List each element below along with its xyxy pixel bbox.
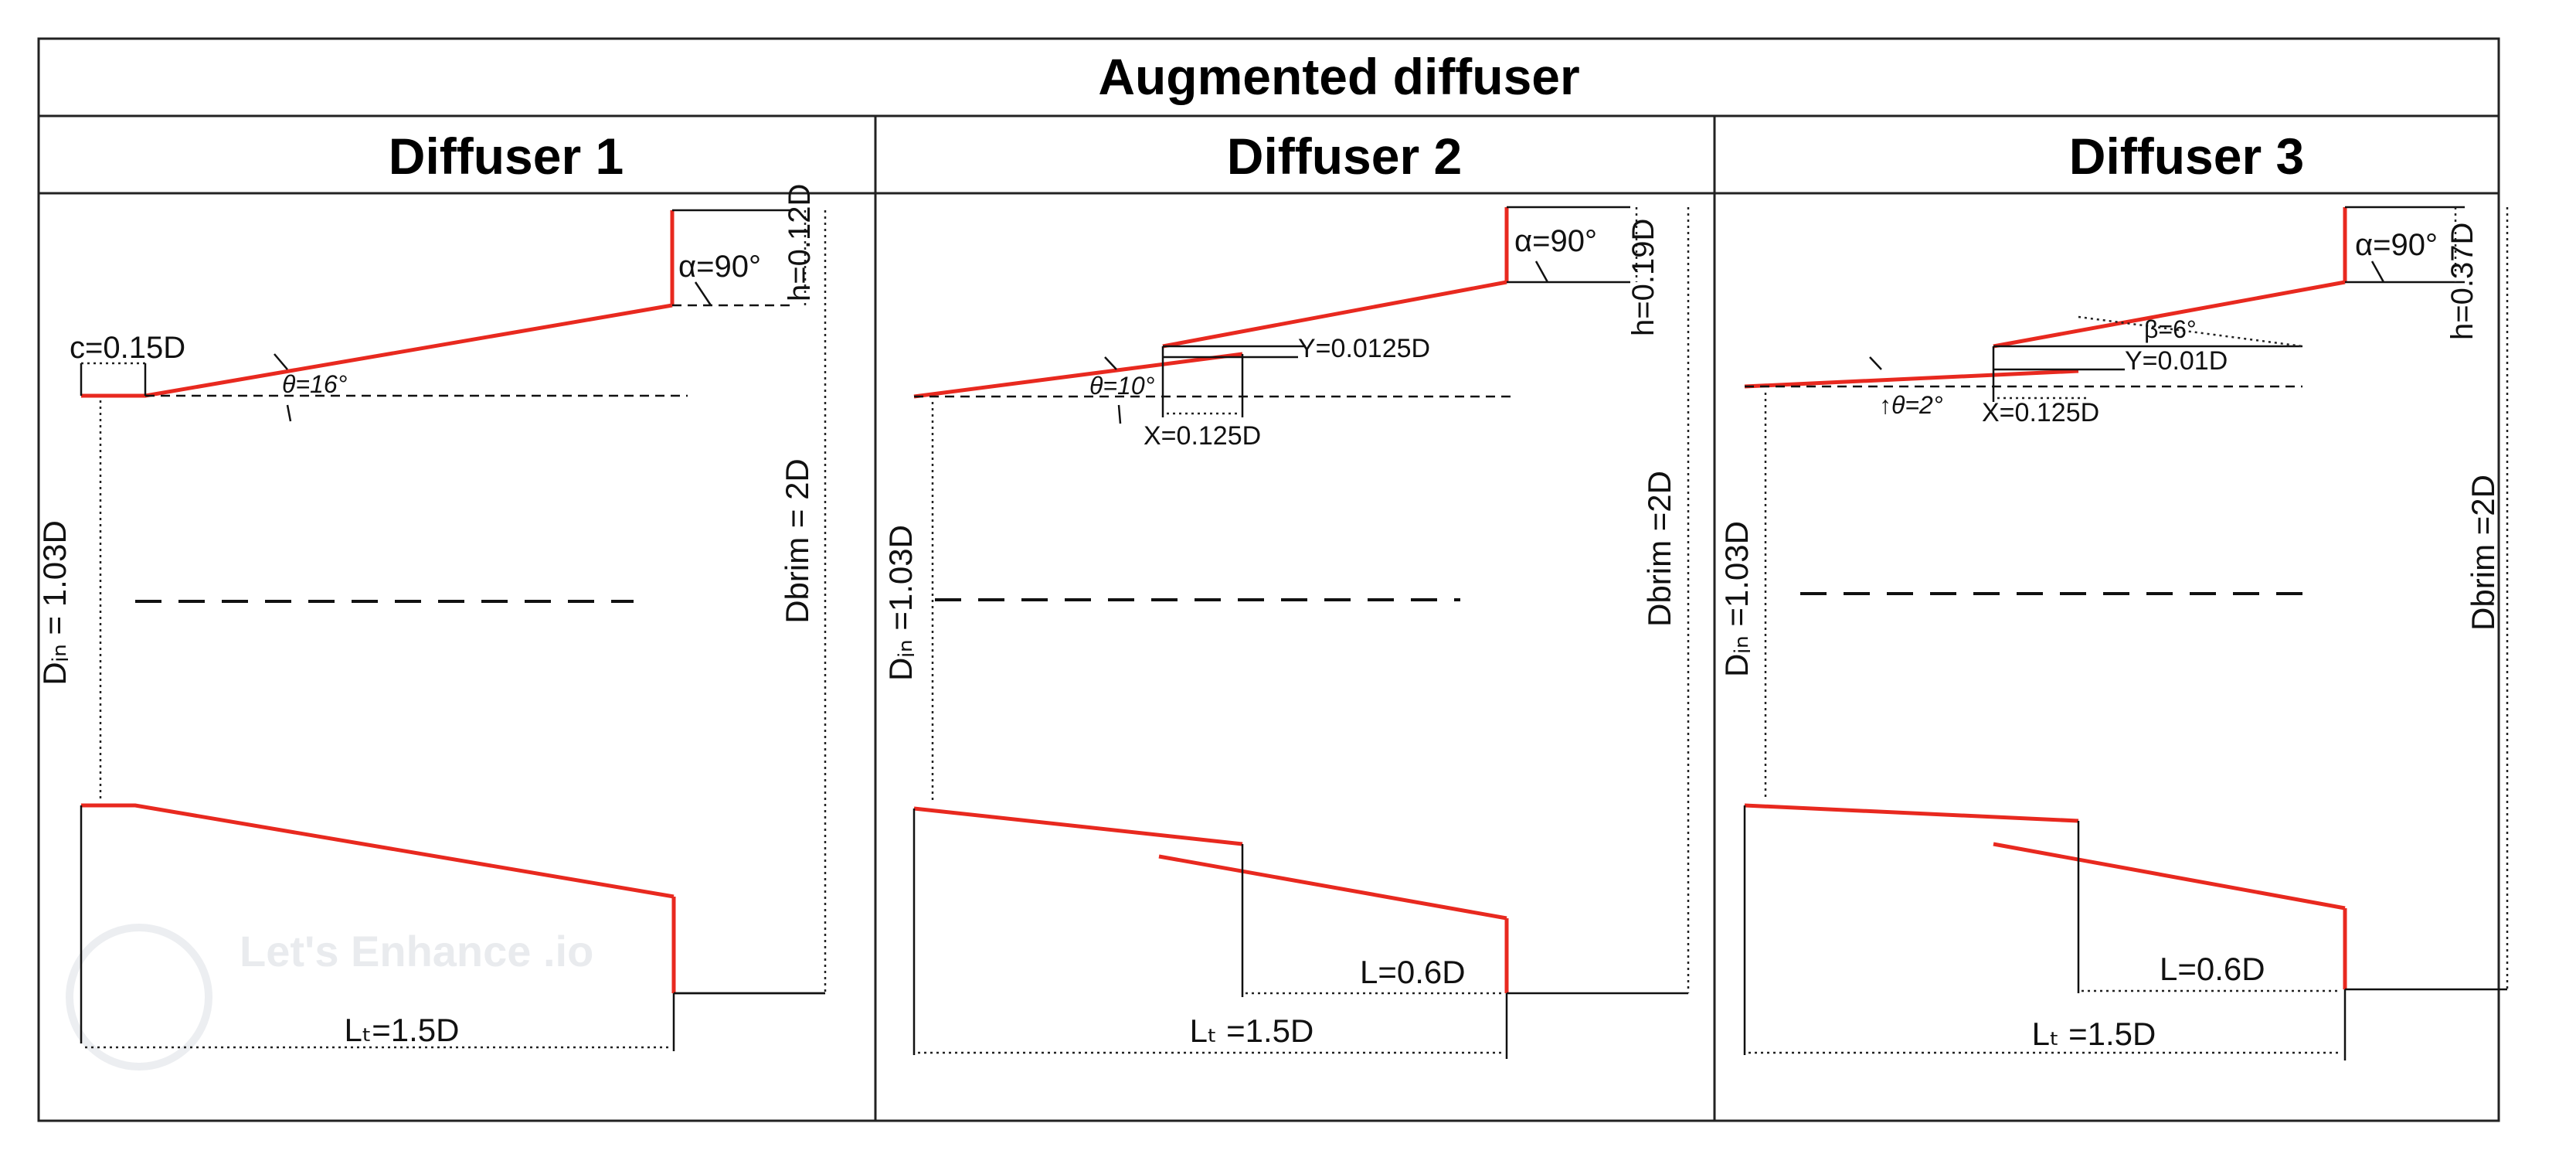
diffuser-2-h-label: h=0.19D xyxy=(1626,219,1660,336)
diffuser-3-upper-wall-2 xyxy=(1993,280,2346,349)
diffuser-2-x-label: X=0.125D xyxy=(1144,421,1261,451)
panel-heading-1: Diffuser 1 xyxy=(389,128,624,185)
diffuser-3-drawing xyxy=(1743,206,2509,1060)
diffuser-3-din-label: Dᵢₙ =1.03D xyxy=(1718,521,1755,677)
table-grid xyxy=(37,37,2500,1122)
diffuser-2-theta-label: θ=10° xyxy=(1089,372,1155,400)
diffuser-3-dbrim-label: Dbrim =2D xyxy=(2465,475,2501,631)
diffuser-1-alpha-label: α=90° xyxy=(678,250,761,284)
panel-heading-3: Diffuser 3 xyxy=(2069,128,2304,185)
diffuser-3-lt-label: Lₜ =1.5D xyxy=(2032,1016,2156,1052)
diffuser-2-y-label: Y=0.0125D xyxy=(1298,334,1430,363)
diffuser-3-alpha-label: α=90° xyxy=(2355,228,2438,262)
diffuser-1-drawing xyxy=(80,209,827,1051)
diffuser-3-lower-wall-1 xyxy=(1744,803,2079,823)
diffuser-1-h-label: h=0.12D xyxy=(783,184,817,301)
diffuser-2-dbrim-label: Dbrim =2D xyxy=(1641,471,1677,627)
diffuser-3-lower-wall-2 xyxy=(1993,842,2346,911)
watermark-logo: Let's Enhance .io xyxy=(66,924,593,1071)
diffuser-1-c-label: c=0.15D xyxy=(70,331,185,365)
diffuser-2-drawing xyxy=(912,206,1690,1059)
diffuser-1-lower-wall xyxy=(81,803,675,899)
diffuser-3-x-label: X=0.125D xyxy=(1982,398,2099,427)
diffuser-1-lt-label: Lₜ=1.5D xyxy=(345,1012,460,1048)
diffuser-3-y-label: Y=0.01D xyxy=(2125,346,2228,376)
diffuser-2-upper-wall-2 xyxy=(1162,280,1507,349)
diffuser-3-h-label: h=0.37D xyxy=(2445,223,2479,340)
diffuser-2-upper-wall-1 xyxy=(913,352,1243,399)
diffuser-2-din-label: Dᵢₙ =1.03D xyxy=(882,525,919,681)
watermark-text: Let's Enhance .io xyxy=(240,927,593,975)
diffuser-2-l-label: L=0.6D xyxy=(1360,954,1466,990)
diffuser-1-theta-label: θ=16° xyxy=(282,370,348,398)
panel-heading-2: Diffuser 2 xyxy=(1227,128,1462,185)
diffuser-3-beta-label: β=6° xyxy=(2144,315,2197,343)
diffuser-2-lower-wall-2 xyxy=(1158,854,1507,921)
diffuser-3-upper-wall-1 xyxy=(1744,369,2079,389)
page-title: Augmented diffuser xyxy=(1098,48,1579,105)
diffuser-2-lt-label: Lₜ =1.5D xyxy=(1190,1013,1314,1049)
diffuser-2-alpha-label: α=90° xyxy=(1514,224,1597,258)
diffuser-3-theta-label: ↑θ=2° xyxy=(1879,391,1943,419)
diffuser-1-dbrim-label: Dbrim = 2D xyxy=(779,458,815,624)
diffuser-2-lower-wall-1 xyxy=(913,806,1243,846)
diffuser-3-l-label: L=0.6D xyxy=(2160,951,2265,987)
diffuser-1-din-label: Dᵢₙ = 1.03D xyxy=(36,520,73,686)
